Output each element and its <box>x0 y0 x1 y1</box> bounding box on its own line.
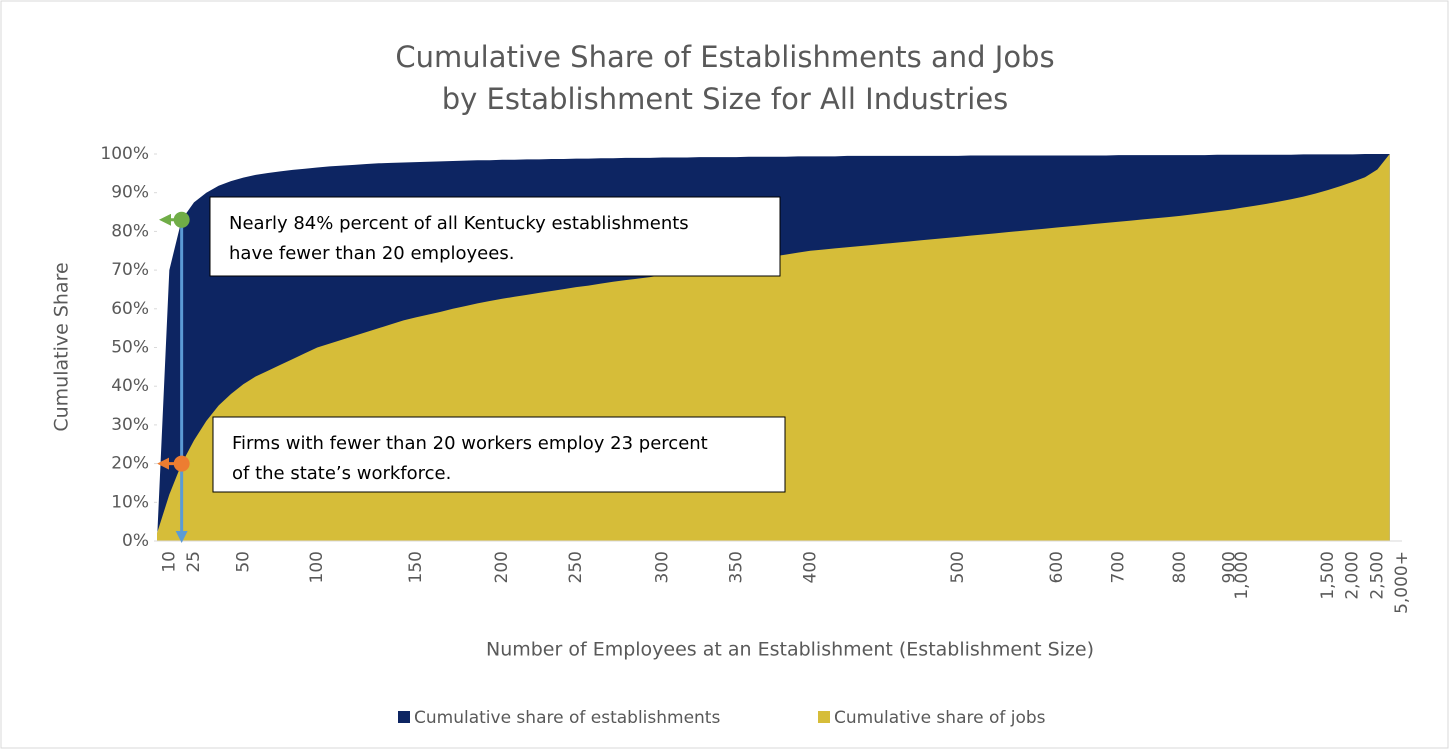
callout-point <box>173 455 190 472</box>
y-axis-title: Cumulative Share <box>51 262 73 431</box>
x-tick-label: 1,500 <box>1318 551 1338 600</box>
x-tick-label: 800 <box>1170 551 1190 583</box>
y-tick-label: 0% <box>122 531 149 551</box>
annotation: Nearly 84% percent of all Kentucky estab… <box>209 196 781 277</box>
chart-title: Cumulative Share of Establishments and J… <box>395 40 1054 74</box>
x-tick-label: 1,000 <box>1232 551 1252 600</box>
y-tick-label: 30% <box>111 415 149 435</box>
x-tick-label: 150 <box>406 551 426 583</box>
callout-point <box>173 211 190 228</box>
annotation-box <box>209 196 781 277</box>
annotation-text: Nearly 84% percent of all Kentucky estab… <box>229 213 689 234</box>
y-tick-label: 60% <box>111 299 149 319</box>
annotation-text: of the state’s workforce. <box>232 463 451 484</box>
x-tick-label: 50 <box>233 551 253 573</box>
y-tick-label: 20% <box>111 454 149 474</box>
x-tick-label: 200 <box>492 551 512 583</box>
legend-label: Cumulative share of jobs <box>834 708 1046 728</box>
x-tick-label: 5,000+ <box>1392 551 1412 614</box>
x-tick-label: 900 <box>1219 551 1239 583</box>
x-tick-label: 2,000 <box>1343 551 1363 600</box>
x-tick-label: 100 <box>307 551 327 583</box>
x-tick-label: 10 <box>159 551 179 573</box>
annotation-box <box>212 416 786 493</box>
x-axis-title: Number of Employees at an Establishment … <box>486 639 1094 661</box>
x-tick-label: 400 <box>800 551 820 583</box>
y-tick-label: 50% <box>111 338 149 358</box>
y-tick-label: 90% <box>111 183 149 203</box>
x-tick-label: 600 <box>1047 551 1067 583</box>
annotation: Firms with fewer than 20 workers employ … <box>212 416 786 493</box>
y-tick-label: 10% <box>111 492 149 512</box>
x-tick-label: 700 <box>1108 551 1128 583</box>
annotation-text: Firms with fewer than 20 workers employ … <box>232 433 708 454</box>
legend-label: Cumulative share of establishments <box>414 708 720 728</box>
x-tick-label: 300 <box>652 551 672 583</box>
legend-swatch <box>398 711 410 723</box>
y-tick-label: 100% <box>100 144 149 164</box>
annotation-text: have fewer than 20 employees. <box>229 243 514 264</box>
y-tick-label: 70% <box>111 260 149 280</box>
x-tick-label: 250 <box>566 551 586 583</box>
y-tick-label: 80% <box>111 221 149 241</box>
chart-title: by Establishment Size for All Industries <box>442 82 1009 116</box>
legend-swatch <box>818 711 830 723</box>
x-tick-label: 350 <box>726 551 746 583</box>
x-tick-label: 25 <box>184 551 204 573</box>
x-tick-label: 500 <box>948 551 968 583</box>
x-tick-label: 2,500 <box>1367 551 1387 600</box>
y-tick-label: 40% <box>111 376 149 396</box>
